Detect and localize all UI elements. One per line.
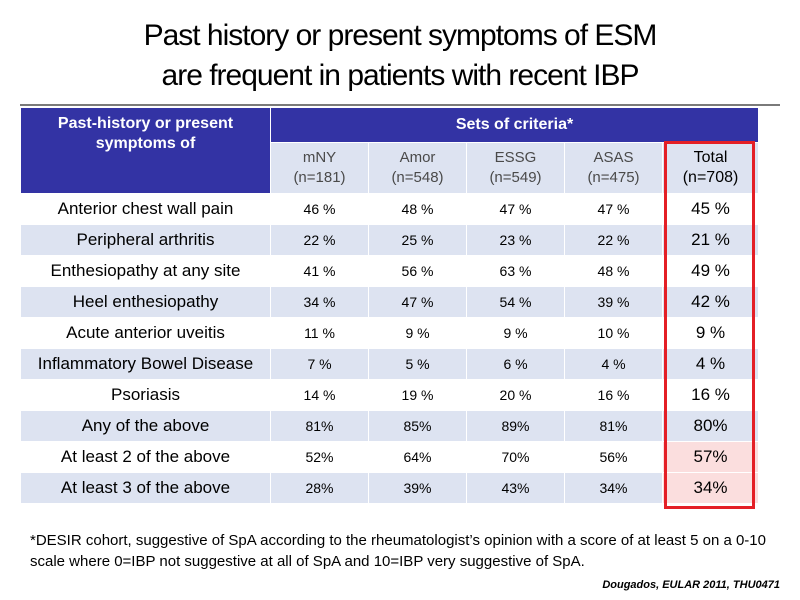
- table-row: Acute anterior uveitis 11 % 9 % 9 % 10 %…: [20, 317, 760, 349]
- column-name: ASAS: [593, 149, 634, 166]
- column-header-asas: ASAS (n=475): [564, 142, 663, 194]
- cell-essg: 20 %: [466, 379, 565, 411]
- cell-total: 34%: [661, 472, 760, 504]
- table-row: At least 3 of the above 28% 39% 43% 34% …: [20, 472, 760, 504]
- cell-mny: 34 %: [270, 286, 369, 318]
- cell-total: 21 %: [661, 224, 760, 256]
- cell-mny: 28%: [270, 472, 369, 504]
- cell-mny: 22 %: [270, 224, 369, 256]
- cell-essg: 63 %: [466, 255, 565, 287]
- cell-essg: 47 %: [466, 193, 565, 225]
- row-label: At least 3 of the above: [20, 472, 271, 504]
- column-header-amor: Amor (n=548): [368, 142, 467, 194]
- cell-amor: 64%: [368, 441, 467, 473]
- row-header-cell: Past-history or present symptoms of: [20, 107, 271, 194]
- row-label: Psoriasis: [20, 379, 271, 411]
- column-n: (n=181): [293, 169, 346, 186]
- table-row: Peripheral arthritis 22 % 25 % 23 % 22 %…: [20, 224, 760, 256]
- column-n: (n=708): [682, 169, 739, 186]
- cell-amor: 48 %: [368, 193, 467, 225]
- row-label: Enthesiopathy at any site: [20, 255, 271, 287]
- cell-mny: 52%: [270, 441, 369, 473]
- cell-asas: 34%: [564, 472, 663, 504]
- cell-total: 16 %: [661, 379, 760, 411]
- row-label: Anterior chest wall pain: [20, 193, 271, 225]
- column-name: mNY: [302, 149, 337, 166]
- cell-asas: 22 %: [564, 224, 663, 256]
- table-row: Psoriasis 14 % 19 % 20 % 16 % 16 %: [20, 379, 760, 411]
- column-n: (n=548): [391, 169, 444, 186]
- column-name: Total: [693, 149, 728, 166]
- row-label: Heel enthesiopathy: [20, 286, 271, 318]
- row-label: At least 2 of the above: [20, 441, 271, 473]
- cell-amor: 5 %: [368, 348, 467, 380]
- cell-essg: 43%: [466, 472, 565, 504]
- cell-asas: 56%: [564, 441, 663, 473]
- cell-amor: 47 %: [368, 286, 467, 318]
- cell-asas: 4 %: [564, 348, 663, 380]
- column-name: Amor: [399, 149, 436, 166]
- cell-mny: 14 %: [270, 379, 369, 411]
- footnote: *DESIR cohort, suggestive of SpA accordi…: [30, 532, 766, 570]
- cell-essg: 6 %: [466, 348, 565, 380]
- cell-mny: 7 %: [270, 348, 369, 380]
- cell-amor: 25 %: [368, 224, 467, 256]
- cell-total: 80%: [661, 410, 760, 442]
- column-n: (n=549): [489, 169, 542, 186]
- cell-asas: 81%: [564, 410, 663, 442]
- cell-mny: 41 %: [270, 255, 369, 287]
- source-citation: Dougados, EULAR 2011, THU0471: [602, 579, 780, 591]
- cell-asas: 16 %: [564, 379, 663, 411]
- column-header-total: Total (n=708): [661, 142, 760, 194]
- criteria-table: Past-history or present symptoms of Sets…: [20, 107, 760, 504]
- column-name: ESSG: [494, 149, 537, 166]
- table-row: Heel enthesiopathy 34 % 47 % 54 % 39 % 4…: [20, 286, 760, 318]
- cell-essg: 70%: [466, 441, 565, 473]
- cell-amor: 19 %: [368, 379, 467, 411]
- cell-amor: 39%: [368, 472, 467, 504]
- cell-essg: 9 %: [466, 317, 565, 349]
- cell-essg: 54 %: [466, 286, 565, 318]
- row-header-label: Past-history or present symptoms of: [57, 115, 234, 152]
- column-header-essg: ESSG (n=549): [466, 142, 565, 194]
- table-row: Any of the above 81% 85% 89% 81% 80%: [20, 410, 760, 442]
- cell-amor: 9 %: [368, 317, 467, 349]
- cell-total: 57%: [661, 441, 760, 473]
- cell-asas: 48 %: [564, 255, 663, 287]
- cell-asas: 47 %: [564, 193, 663, 225]
- cell-mny: 81%: [270, 410, 369, 442]
- row-label: Any of the above: [20, 410, 271, 442]
- group-header-cell: Sets of criteria*: [269, 107, 760, 143]
- cell-total: 4 %: [661, 348, 760, 380]
- title-line-1: Past history or present symptoms of ESM: [143, 19, 658, 52]
- cell-asas: 10 %: [564, 317, 663, 349]
- cell-total: 42 %: [661, 286, 760, 318]
- row-label: Inflammatory Bowel Disease: [20, 348, 271, 380]
- cell-essg: 23 %: [466, 224, 565, 256]
- title-line-2: are frequent in patients with recent IBP: [161, 59, 640, 92]
- title-divider: [20, 104, 780, 106]
- cell-asas: 39 %: [564, 286, 663, 318]
- cell-amor: 56 %: [368, 255, 467, 287]
- column-n: (n=475): [587, 169, 640, 186]
- cell-mny: 46 %: [270, 193, 369, 225]
- row-label: Acute anterior uveitis: [20, 317, 271, 349]
- cell-total: 49 %: [661, 255, 760, 287]
- column-header-mny: mNY (n=181): [270, 142, 369, 194]
- table-row: At least 2 of the above 52% 64% 70% 56% …: [20, 441, 760, 473]
- cell-mny: 11 %: [270, 317, 369, 349]
- group-header-label: Sets of criteria*: [455, 116, 574, 133]
- row-label: Peripheral arthritis: [20, 224, 271, 256]
- cell-total: 9 %: [661, 317, 760, 349]
- cell-total: 45 %: [661, 193, 760, 225]
- cell-amor: 85%: [368, 410, 467, 442]
- cell-essg: 89%: [466, 410, 565, 442]
- table-row: Anterior chest wall pain 46 % 48 % 47 % …: [20, 193, 760, 225]
- slide-title: Past history or present symptoms of ESM …: [0, 16, 800, 96]
- table-row: Inflammatory Bowel Disease 7 % 5 % 6 % 4…: [20, 348, 760, 380]
- table-row: Enthesiopathy at any site 41 % 56 % 63 %…: [20, 255, 760, 287]
